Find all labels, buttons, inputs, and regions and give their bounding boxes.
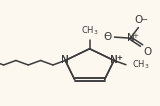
- Text: N: N: [61, 55, 69, 66]
- Text: +: +: [132, 33, 138, 38]
- Text: +: +: [116, 54, 122, 61]
- Text: −: −: [140, 15, 147, 24]
- Text: CH$_3$: CH$_3$: [81, 25, 98, 37]
- Text: CH$_3$: CH$_3$: [132, 59, 150, 71]
- Text: N: N: [110, 55, 118, 66]
- Text: N: N: [61, 55, 69, 66]
- Text: O: O: [144, 47, 152, 57]
- Text: −: −: [103, 31, 110, 40]
- Text: O: O: [135, 15, 143, 25]
- Text: O: O: [103, 32, 112, 42]
- Text: +: +: [116, 54, 122, 61]
- Text: N: N: [110, 55, 118, 66]
- Text: N: N: [127, 33, 134, 43]
